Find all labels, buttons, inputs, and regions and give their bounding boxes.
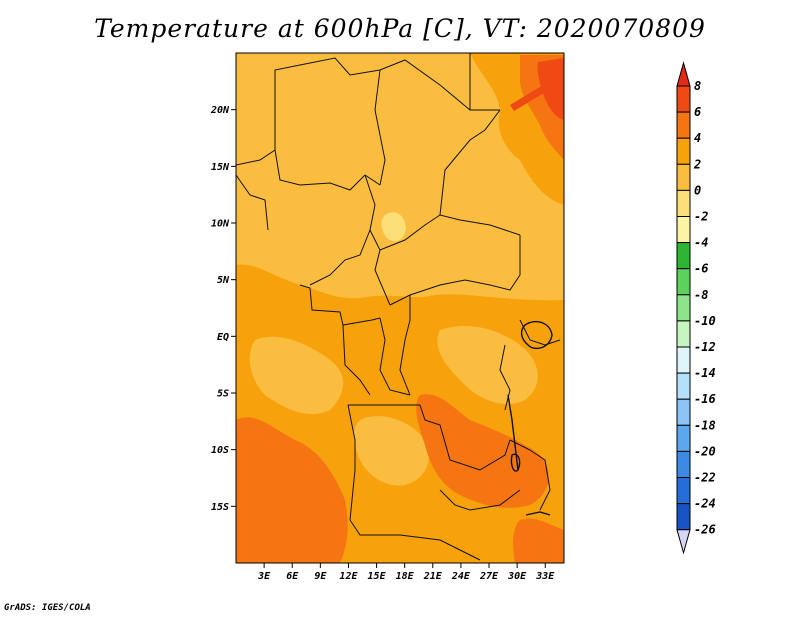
colorbar-segment bbox=[676, 372, 691, 400]
colorbar-segment bbox=[676, 216, 691, 244]
lon-tick-label: 30E bbox=[507, 571, 527, 582]
lat-tick-label: 20N bbox=[210, 105, 230, 116]
field-band-minus2-0 bbox=[381, 212, 406, 242]
colorbar-segment bbox=[676, 137, 691, 165]
colorbar: 8 6 4 2 0 -2 -4 -6 -8 -10 -12 -14 -16 -18 -20 -22 -24 -26 bbox=[676, 61, 716, 555]
colorbar-segment bbox=[676, 398, 691, 426]
colorbar-top-arrow bbox=[676, 61, 691, 87]
colorbar-label: -26 bbox=[694, 523, 716, 537]
colorbar-label: -18 bbox=[694, 418, 716, 432]
longitude-axis: 3E 6E 9E 12E 15E 18E 21E 24E 27E 30E 33E bbox=[257, 563, 555, 582]
colorbar-label: 8 bbox=[694, 79, 701, 93]
field-band-0-2-east bbox=[437, 325, 538, 405]
lon-tick-label: 9E bbox=[314, 571, 327, 582]
colorbar-label: -14 bbox=[694, 366, 716, 380]
colorbar-label: -22 bbox=[694, 471, 716, 485]
lon-tick-label: 6E bbox=[286, 571, 299, 582]
colorbar-label: -8 bbox=[694, 288, 708, 302]
lon-tick-label: 33E bbox=[535, 571, 555, 582]
colorbar-label: 2 bbox=[693, 157, 701, 171]
lon-tick-label: 27E bbox=[479, 571, 499, 582]
colorbar-segment bbox=[676, 477, 691, 505]
lon-tick-label: 21E bbox=[423, 571, 443, 582]
field-band-4-6-southeast bbox=[513, 518, 564, 563]
colorbar-segment bbox=[676, 242, 691, 270]
colorbar-label: -4 bbox=[694, 236, 708, 250]
colorbar-segment bbox=[676, 163, 691, 191]
field-band-0-2-central bbox=[249, 336, 344, 415]
lon-tick-label: 3E bbox=[257, 571, 271, 582]
lat-tick-label: 15N bbox=[211, 162, 230, 173]
colorbar-bottom-arrow bbox=[676, 529, 691, 555]
colorbar-label: -16 bbox=[694, 392, 716, 406]
colorbar-label: -12 bbox=[694, 340, 716, 354]
colorbar-segment bbox=[676, 503, 691, 531]
field-streak-northeast bbox=[510, 82, 552, 111]
lon-tick-label: 12E bbox=[339, 571, 358, 582]
lat-tick-label: 10N bbox=[211, 219, 230, 230]
colorbar-label: -20 bbox=[694, 444, 716, 458]
colorbar-segment bbox=[676, 346, 691, 374]
field-band-0-2-south bbox=[353, 416, 429, 486]
colorbar-label: 4 bbox=[694, 131, 701, 145]
colorbar-segment bbox=[676, 111, 691, 139]
lakes bbox=[507, 320, 553, 516]
colorbar-label: -6 bbox=[694, 262, 708, 276]
colorbar-label: 6 bbox=[694, 105, 701, 119]
colorbar-label: -24 bbox=[694, 497, 716, 511]
colorbar-segment bbox=[676, 189, 691, 217]
field-band-6-8-northeast bbox=[537, 58, 564, 120]
lon-tick-label: 24E bbox=[451, 571, 471, 582]
map-frame bbox=[235, 52, 565, 564]
colorbar-segment bbox=[676, 320, 691, 348]
country-borders bbox=[236, 53, 561, 561]
colorbar-segment bbox=[676, 268, 691, 296]
colorbar-label: -10 bbox=[694, 314, 716, 328]
colorbar-label: 0 bbox=[694, 183, 701, 197]
lat-tick-label: 5S bbox=[217, 389, 229, 400]
lon-tick-label: 18E bbox=[396, 571, 415, 582]
lon-tick-label: 15E bbox=[368, 571, 387, 582]
grads-credit: GrADS: IGES/COLA bbox=[4, 603, 91, 613]
colorbar-segment bbox=[676, 450, 691, 478]
latitude-axis: 20N 15N 10N 5N EQ 5S 10S 15S bbox=[210, 105, 236, 513]
colorbar-segment bbox=[676, 294, 691, 322]
field-band-4-6-central-south bbox=[416, 394, 549, 508]
colorbar-segment bbox=[676, 424, 691, 452]
lat-tick-label: 15S bbox=[211, 502, 229, 513]
temperature-field bbox=[236, 53, 564, 563]
chart-title: Temperature at 600hPa [C], VT: 202007080… bbox=[94, 14, 706, 43]
lat-tick-label: 10S bbox=[211, 445, 229, 456]
lat-tick-label: 5N bbox=[217, 275, 230, 286]
field-band-4-6-southwest bbox=[236, 417, 348, 563]
colorbar-label: -2 bbox=[694, 210, 708, 224]
lat-tick-label: EQ bbox=[217, 332, 229, 343]
colorbar-segment bbox=[676, 85, 691, 113]
